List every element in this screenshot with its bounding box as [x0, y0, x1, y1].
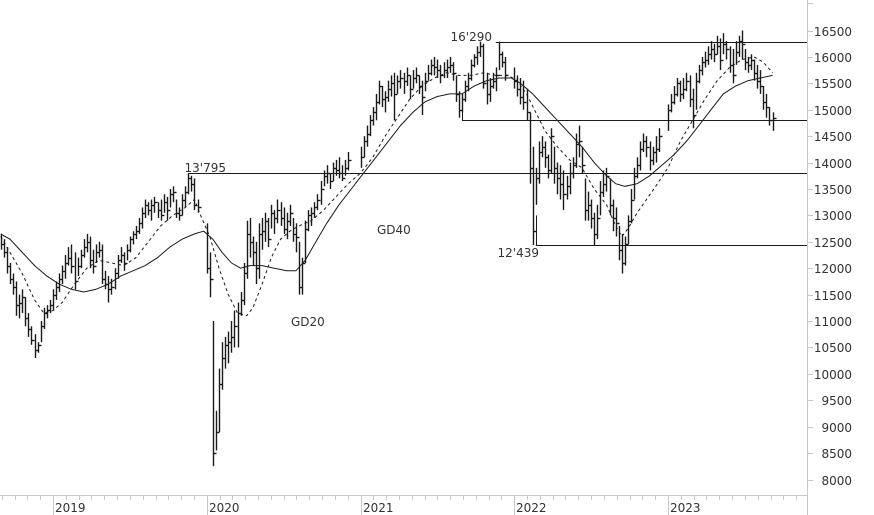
y-tick-label: 8500 [821, 447, 852, 461]
y-tick-label: 8000 [821, 474, 852, 488]
y-tick-label: 15500 [814, 77, 852, 91]
x-tick-label: 2020 [209, 501, 240, 515]
ma-line-gd40 [0, 74, 773, 293]
level-label-12439: 12'439 [498, 246, 539, 260]
x-axis: 2019 2020 2021 2022 2023 [0, 495, 807, 515]
moving-averages [0, 56, 773, 317]
y-axis: 16500 16000 15500 15000 14500 14000 13500 13000… [807, 0, 852, 515]
y-tick-label: 10000 [814, 368, 852, 382]
ma-line-gd20 [0, 56, 773, 317]
y-tick-label: 14500 [814, 130, 852, 144]
ma-label-gd40: GD40 [377, 223, 411, 237]
x-tick-label: 2019 [55, 501, 86, 515]
level-label-13795: 13'795 [185, 161, 226, 175]
support-resistance-lines [188, 42, 807, 246]
y-tick-label: 12500 [814, 236, 852, 250]
y-tick-label: 12000 [814, 262, 852, 276]
y-tick-label: 14000 [814, 157, 852, 171]
y-tick-label: 15000 [814, 104, 852, 118]
y-tick-label: 9500 [821, 394, 852, 408]
y-tick-label: 13000 [814, 209, 852, 223]
x-tick-label: 2022 [516, 501, 547, 515]
y-tick-label: 13500 [814, 183, 852, 197]
level-label-16290: 16'290 [451, 30, 492, 44]
y-tick-label: 16500 [814, 25, 852, 39]
x-tick-label: 2023 [670, 501, 701, 515]
y-tick-label: 16000 [814, 51, 852, 65]
x-tick-label: 2021 [363, 501, 394, 515]
y-tick-label: 9000 [821, 421, 852, 435]
annotations: 16'290 13'795 12'439 GD20 GD40 [185, 30, 539, 329]
ma-label-gd20: GD20 [291, 315, 325, 329]
y-tick-label: 11500 [814, 289, 852, 303]
y-tick-label: 11000 [814, 315, 852, 329]
y-tick-label: 10500 [814, 341, 852, 355]
price-bars [0, 30, 777, 467]
